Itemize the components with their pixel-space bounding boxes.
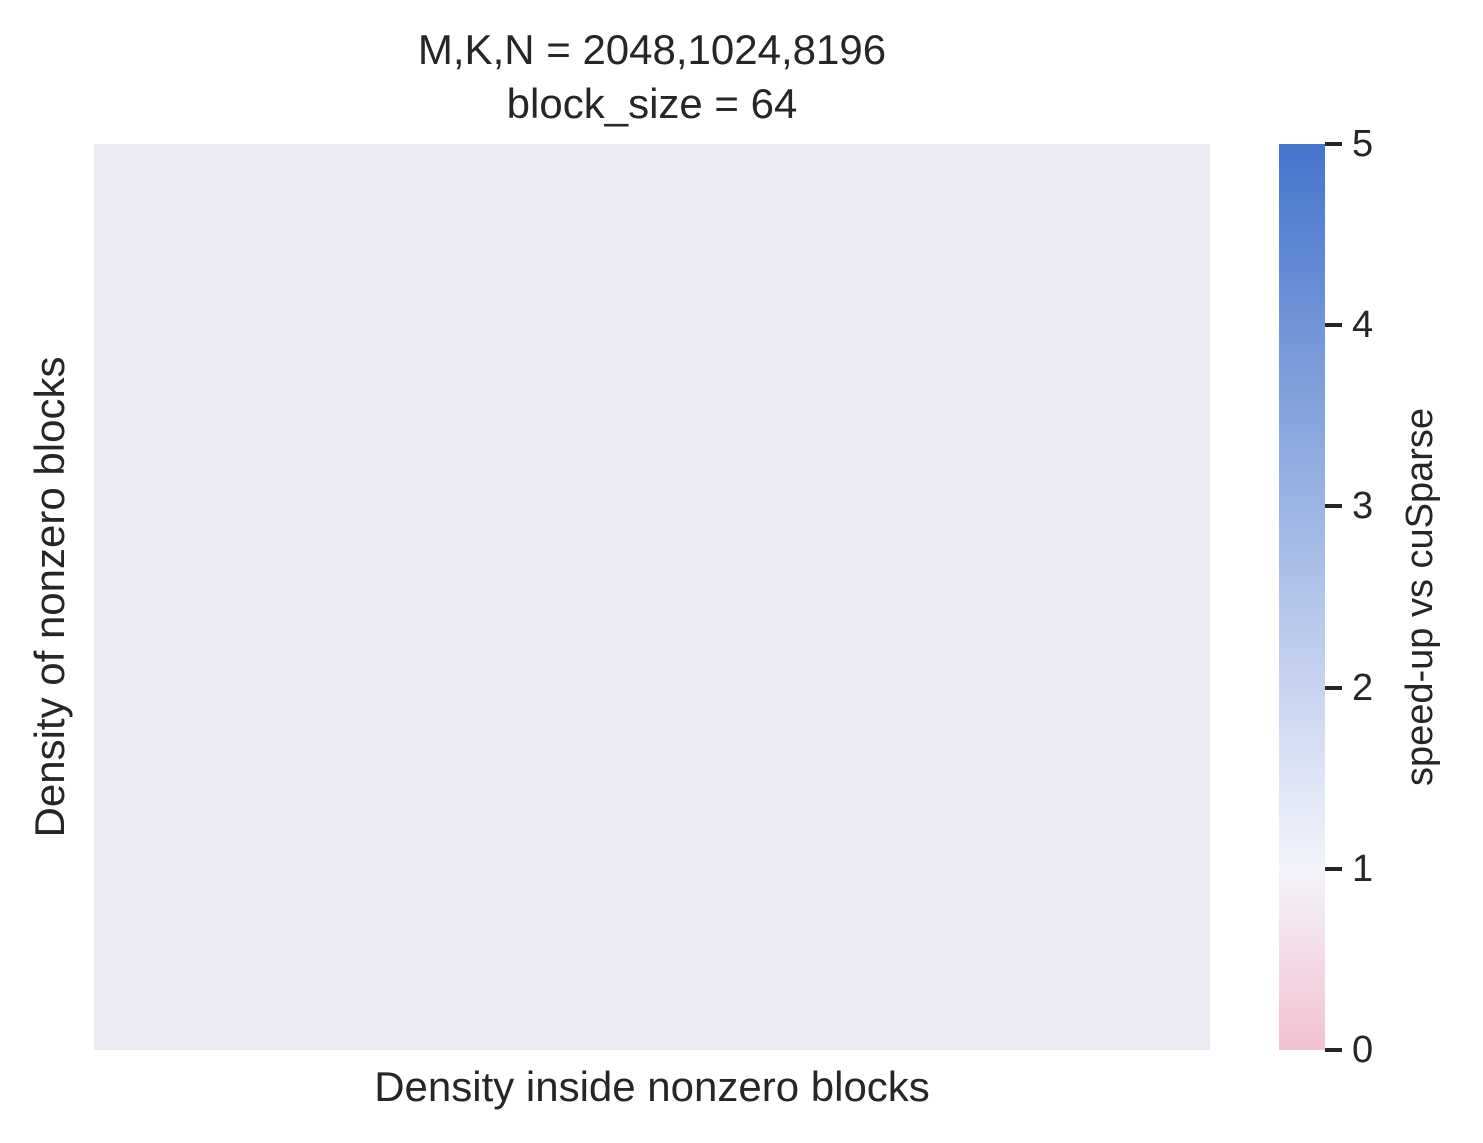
colorbar-tick-label: 4	[1352, 304, 1374, 347]
colorbar-label: speed-up vs cuSparse	[1399, 407, 1441, 787]
y-axis-label: Density of nonzero blocks	[26, 356, 73, 838]
colorbar-tick-label: 3	[1352, 485, 1374, 528]
colorbar-tick-mark	[1325, 685, 1342, 690]
heatmap-plot-area	[94, 144, 1210, 1050]
chart-title-line-1: M,K,N = 2048,1024,8196	[417, 26, 887, 73]
colorbar-tick-label: 5	[1352, 123, 1374, 165]
x-axis-label: Density inside nonzero blocks	[374, 1063, 930, 1110]
colorbar-tick-label: 0	[1352, 1029, 1374, 1071]
chart-title-line-2: block_size = 64	[506, 80, 798, 127]
colorbar-tick-mark	[1325, 142, 1342, 146]
colorbar-tick-label: 1	[1352, 847, 1374, 890]
colorbar	[1279, 144, 1325, 1050]
colorbar-tick-mark	[1325, 323, 1342, 328]
colorbar-tick-label: 2	[1352, 666, 1374, 709]
colorbar-tick-mark	[1325, 866, 1342, 871]
colorbar-tick-mark	[1325, 504, 1342, 509]
colorbar-tick-mark	[1325, 1048, 1342, 1052]
